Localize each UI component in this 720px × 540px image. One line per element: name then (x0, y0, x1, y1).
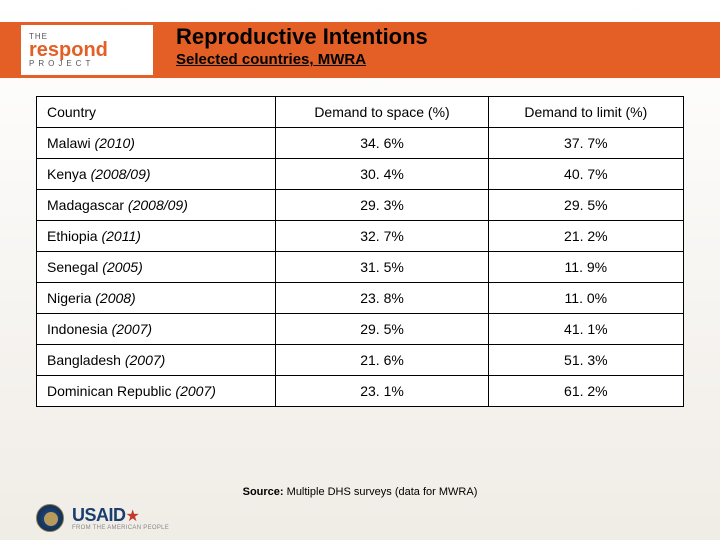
table-header-row: Country Demand to space (%) Demand to li… (37, 97, 684, 128)
cell-country: Senegal (2005) (37, 252, 276, 283)
table-row: Malawi (2010)34. 6%37. 7% (37, 128, 684, 159)
usaid-name: USAID (72, 505, 126, 525)
country-year: (2005) (98, 259, 142, 275)
cell-limit: 21. 2% (488, 221, 683, 252)
cell-country: Malawi (2010) (37, 128, 276, 159)
cell-space: 34. 6% (276, 128, 488, 159)
country-year: (2007) (108, 321, 152, 337)
country-name: Dominican Republic (47, 383, 172, 399)
cell-limit: 40. 7% (488, 159, 683, 190)
table-row: Indonesia (2007)29. 5%41. 1% (37, 314, 684, 345)
cell-country: Kenya (2008/09) (37, 159, 276, 190)
country-year: (2008) (91, 290, 135, 306)
table-row: Kenya (2008/09)30. 4%40. 7% (37, 159, 684, 190)
country-name: Indonesia (47, 321, 108, 337)
col-space: Demand to space (%) (276, 97, 488, 128)
country-year: (2007) (121, 352, 165, 368)
col-limit: Demand to limit (%) (488, 97, 683, 128)
country-year: (2008/09) (87, 166, 151, 182)
country-name: Bangladesh (47, 352, 121, 368)
country-name: Nigeria (47, 290, 91, 306)
cell-space: 29. 3% (276, 190, 488, 221)
cell-space: 29. 5% (276, 314, 488, 345)
country-name: Madagascar (47, 197, 124, 213)
cell-country: Madagascar (2008/09) (37, 190, 276, 221)
respond-logo: THE respond PROJECT (18, 22, 156, 78)
table-row: Nigeria (2008)23. 8%11. 0% (37, 283, 684, 314)
cell-space: 30. 4% (276, 159, 488, 190)
cell-limit: 41. 1% (488, 314, 683, 345)
country-year: (2010) (91, 135, 135, 151)
source-citation: Source: Multiple DHS surveys (data for M… (0, 486, 720, 498)
country-name: Ethiopia (47, 228, 98, 244)
country-name: Kenya (47, 166, 87, 182)
table-row: Ethiopia (2011)32. 7%21. 2% (37, 221, 684, 252)
table-row: Senegal (2005)31. 5%11. 9% (37, 252, 684, 283)
cell-limit: 61. 2% (488, 376, 683, 407)
data-table-container: Country Demand to space (%) Demand to li… (36, 96, 684, 407)
usaid-seal-icon (36, 504, 64, 532)
source-text: Multiple DHS surveys (data for MWRA) (287, 486, 478, 498)
cell-limit: 37. 7% (488, 128, 683, 159)
cell-country: Nigeria (2008) (37, 283, 276, 314)
slide: THE respond PROJECT Reproductive Intenti… (0, 0, 720, 540)
footer-logos: USAID★ FROM THE AMERICAN PEOPLE (36, 504, 169, 532)
cell-space: 31. 5% (276, 252, 488, 283)
page-subtitle: Selected countries, MWRA (176, 51, 428, 68)
table-row: Madagascar (2008/09)29. 3%29. 5% (37, 190, 684, 221)
country-name: Senegal (47, 259, 98, 275)
logo-brand-text: respond (29, 41, 153, 59)
cell-country: Indonesia (2007) (37, 314, 276, 345)
cell-space: 23. 8% (276, 283, 488, 314)
country-year: (2011) (98, 228, 141, 244)
usaid-star-icon: ★ (126, 508, 140, 525)
cell-country: Dominican Republic (2007) (37, 376, 276, 407)
country-year: (2007) (172, 383, 216, 399)
header-block: Reproductive Intentions Selected countri… (176, 24, 428, 68)
logo-project-text: PROJECT (29, 59, 153, 68)
data-table: Country Demand to space (%) Demand to li… (36, 96, 684, 407)
table-row: Bangladesh (2007)21. 6%51. 3% (37, 345, 684, 376)
source-label: Source: (243, 486, 284, 498)
page-title: Reproductive Intentions (176, 24, 428, 50)
cell-limit: 29. 5% (488, 190, 683, 221)
cell-country: Ethiopia (2011) (37, 221, 276, 252)
cell-limit: 11. 9% (488, 252, 683, 283)
usaid-tagline: FROM THE AMERICAN PEOPLE (72, 525, 169, 531)
cell-country: Bangladesh (2007) (37, 345, 276, 376)
cell-limit: 51. 3% (488, 345, 683, 376)
country-year: (2008/09) (124, 197, 188, 213)
cell-limit: 11. 0% (488, 283, 683, 314)
cell-space: 21. 6% (276, 345, 488, 376)
table-row: Dominican Republic (2007)23. 1%61. 2% (37, 376, 684, 407)
cell-space: 23. 1% (276, 376, 488, 407)
cell-space: 32. 7% (276, 221, 488, 252)
usaid-wordmark: USAID★ FROM THE AMERICAN PEOPLE (72, 506, 169, 531)
col-country: Country (37, 97, 276, 128)
country-name: Malawi (47, 135, 91, 151)
